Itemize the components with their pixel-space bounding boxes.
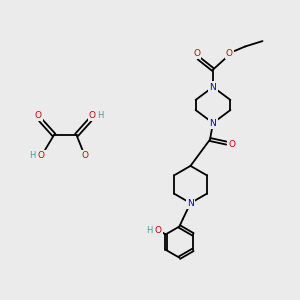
Text: O: O [89,111,96,120]
Text: O: O [38,151,45,160]
Text: N: N [187,199,194,208]
Text: H: H [29,151,36,160]
Text: H: H [146,226,152,235]
Text: O: O [193,49,200,58]
Text: O: O [228,140,235,149]
Text: N: N [210,118,216,127]
Text: H: H [97,111,104,120]
Text: O: O [154,226,162,235]
Text: O: O [35,111,42,120]
Text: O: O [226,49,233,58]
Text: N: N [210,82,216,91]
Text: O: O [82,151,89,160]
